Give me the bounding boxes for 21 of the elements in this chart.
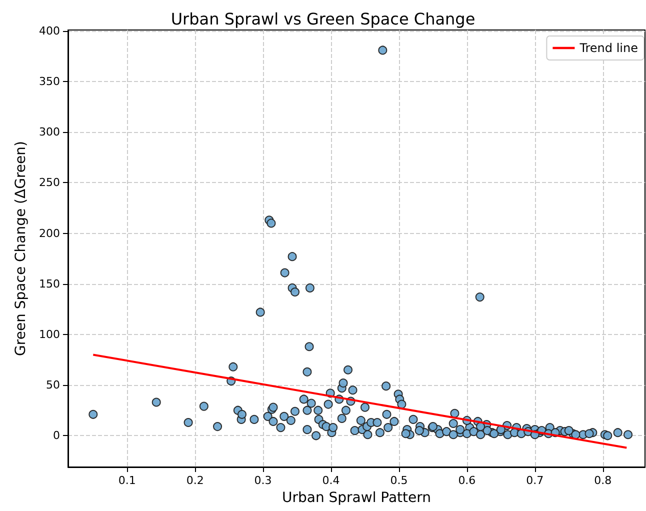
y-tick-label: 350 (39, 75, 60, 88)
y-tick-label: 250 (39, 176, 60, 190)
x-tick-label: 0.6 (458, 474, 476, 487)
x-tick-label: 0.1 (118, 474, 136, 487)
y-tick-label: 300 (39, 126, 60, 139)
x-axis-title: Urban Sprawl Pattern (282, 490, 432, 506)
x-tick-label: 0.5 (390, 474, 408, 487)
y-tick-label: 50 (46, 378, 60, 392)
x-tick-label: 0.7 (526, 474, 544, 487)
x-tick-label: 0.3 (254, 474, 272, 487)
x-tick-label: 0.4 (322, 474, 340, 487)
x-tick-label: 0.8 (594, 474, 612, 487)
y-tick-label: 100 (39, 328, 60, 341)
x-tick-label: 0.2 (186, 474, 204, 487)
y-tick-label: 0 (53, 429, 60, 442)
y-axis-title: Green Space Change (ΔGreen) (13, 141, 29, 356)
chart-title: Urban Sprawl vs Green Space Change (170, 10, 476, 28)
y-tick-label: 150 (39, 277, 60, 290)
y-tick-label: 200 (39, 226, 60, 240)
legend-label: Trend line (578, 41, 638, 55)
y-tick-label: 400 (39, 24, 60, 38)
